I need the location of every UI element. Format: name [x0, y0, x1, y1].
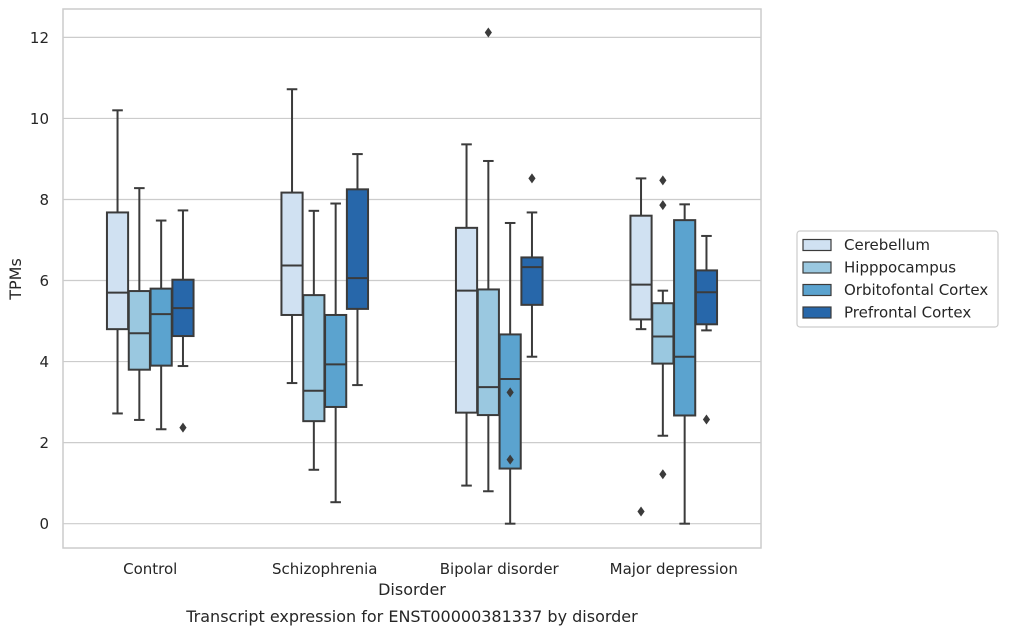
- outlier-point: [659, 200, 667, 211]
- iqr-box: [476, 288, 500, 417]
- iqr-box: [127, 290, 151, 371]
- iqr-box: [324, 313, 348, 408]
- legend-label: Prefrontal Cortex: [844, 304, 971, 322]
- y-tick-label: 4: [39, 353, 49, 371]
- box-1-1: [302, 209, 326, 471]
- iqr-box: [345, 188, 370, 310]
- outlier-point: [659, 175, 667, 186]
- legend-frame: [796, 230, 999, 328]
- x-tick-label: Bipolar disorder: [440, 560, 560, 578]
- legend-swatch: [802, 261, 832, 274]
- box-2-1: [324, 202, 348, 504]
- box-1-2: [476, 27, 500, 493]
- iqr-box: [105, 211, 130, 331]
- y-tick-label: 0: [39, 515, 49, 533]
- iqr-box: [454, 226, 479, 414]
- box-3-1: [345, 153, 370, 387]
- tick-labels: 0 2 4 6 8 10 12 Control Schizophrenia Bipolar dis…: [30, 29, 738, 578]
- box-1-0: [127, 187, 151, 421]
- legend-swatch: [802, 238, 832, 252]
- outlier-point: [179, 422, 187, 433]
- legend-label: Cerebellum: [844, 236, 930, 254]
- box-3-0: [171, 209, 195, 433]
- iqr-box: [280, 191, 304, 316]
- y-tick-label: 6: [39, 272, 49, 290]
- legend-label: Orbitofontal Cortex: [844, 281, 988, 299]
- y-tick-label: 2: [39, 434, 49, 452]
- outlier-point: [659, 469, 667, 480]
- box-0-1: [280, 88, 304, 385]
- box-3-3: [694, 234, 719, 425]
- legend: Cerebellum Hipppocampus Orbitofontal Corte…: [796, 230, 999, 328]
- iqr-box: [498, 333, 522, 470]
- box-1-3: [651, 175, 675, 480]
- y-tick-label: 10: [30, 110, 49, 128]
- y-axis-title: TPMs: [6, 258, 25, 301]
- box-0-2: [454, 143, 479, 487]
- iqr-box: [149, 287, 173, 367]
- x-tick-label: Schizophrenia: [272, 560, 377, 578]
- x-tick-label: Major depression: [610, 560, 738, 578]
- legend-swatch: [802, 283, 832, 297]
- outlier-point: [506, 454, 514, 465]
- grid-lines: [63, 36, 761, 525]
- outlier-point: [702, 414, 711, 425]
- x-tick-label: Control: [123, 560, 177, 578]
- iqr-box: [673, 219, 697, 417]
- chart-caption: Transcript expression for ENST0000038133…: [185, 607, 638, 626]
- iqr-box: [629, 214, 653, 321]
- iqr-box: [694, 269, 719, 326]
- y-tick-label: 8: [39, 191, 49, 209]
- legend-swatch: [802, 306, 832, 319]
- box-3-2: [520, 173, 544, 358]
- x-axis-title: Disorder: [378, 580, 446, 599]
- iqr-box: [302, 294, 326, 423]
- plot-frame: [62, 8, 762, 549]
- box-2-3: [673, 203, 697, 525]
- legend-label: Hipppocampus: [844, 259, 956, 277]
- box-0-3: [629, 177, 653, 517]
- outlier-point: [484, 27, 492, 38]
- box-2-0: [149, 219, 173, 431]
- iqr-box: [651, 302, 675, 365]
- box-2-2: [498, 221, 522, 525]
- box-0-0: [105, 109, 130, 415]
- boxes: [105, 27, 719, 525]
- iqr-box: [520, 256, 544, 306]
- y-tick-label: 12: [30, 29, 49, 47]
- outlier-point: [637, 506, 645, 517]
- outlier-point: [528, 173, 536, 184]
- outlier-point: [506, 387, 514, 398]
